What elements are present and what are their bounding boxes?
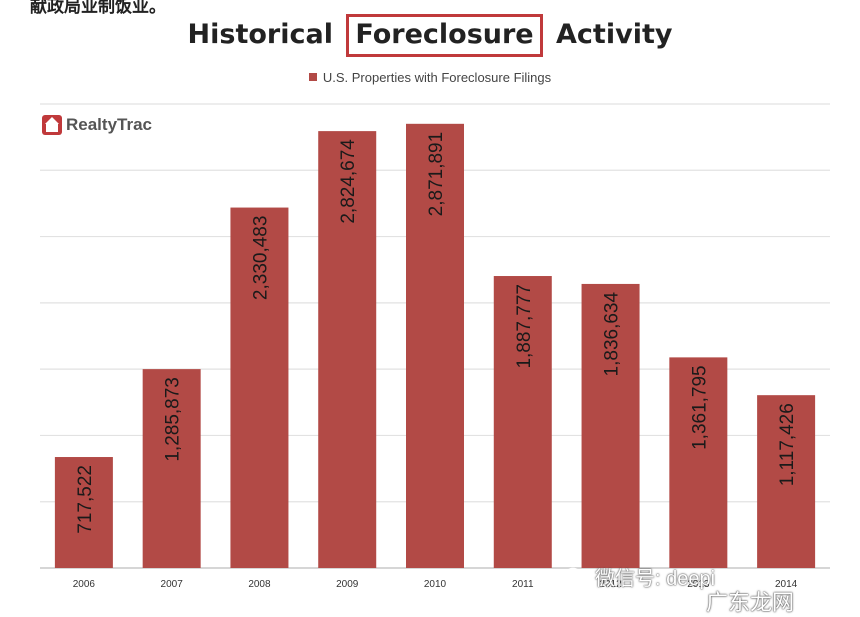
bars: 717,522 1,285,873 2,330,483 2,824,674 2,871,… [54, 123, 816, 569]
chart-title: Historical Foreclosure Activity [0, 14, 860, 57]
house-icon [42, 115, 62, 135]
watermark-text: 微信号: deepi [595, 568, 716, 590]
bar-2012 [581, 283, 640, 568]
data-label-2014: 1,117,426 [777, 403, 798, 486]
cropped-header-text: 献政局业制饭业。 [30, 0, 166, 17]
bar-2008 [230, 207, 289, 569]
x-tick-2014: 2014 [775, 579, 798, 590]
realtytrac-logo: RealtyTrac [42, 115, 152, 135]
title-part-foreclosure-highlighted: Foreclosure [346, 14, 543, 57]
bar-2014 [757, 395, 816, 568]
x-tick-2008: 2008 [248, 579, 271, 590]
x-tick-2012: 2012 [599, 579, 622, 590]
x-axis: 2006 2007 2008 2009 2010 2011 2012 2013 2014 [73, 579, 798, 590]
bar-2006 [54, 457, 113, 568]
bar-2009 [318, 131, 377, 569]
title-part-activity: Activity [556, 19, 673, 50]
legend-swatch [308, 73, 317, 81]
data-label-2008: 2,330,483 [250, 216, 271, 301]
x-tick-2007: 2007 [161, 579, 184, 590]
data-label-2006: 717,522 [75, 465, 96, 534]
x-tick-2006: 2006 [73, 579, 96, 590]
data-label-2009: 2,824,674 [338, 139, 359, 224]
bar-2011 [493, 276, 552, 568]
data-label-2007: 1,285,873 [163, 377, 184, 462]
x-tick-2011: 2011 [512, 579, 534, 590]
bar-2013 [669, 357, 728, 568]
data-label-2011: 1,887,777 [514, 284, 535, 369]
data-label-2010: 2,871,891 [426, 132, 447, 217]
chart-legend: U.S. Properties with Foreclosure Filings [0, 70, 860, 85]
data-label-2012: 1,836,634 [602, 292, 623, 377]
x-tick-2010: 2010 [424, 579, 447, 590]
x-tick-2013: 2013 [687, 579, 710, 590]
bar-2007 [142, 369, 201, 568]
bar-2010 [406, 123, 464, 568]
wechat-watermark: 微信号: deepi [563, 562, 715, 591]
title-part-historical: Historical [187, 19, 333, 50]
x-tick-2009: 2009 [336, 579, 359, 590]
legend-label: U.S. Properties with Foreclosure Filings [322, 70, 552, 85]
watermark-brand: 广东龙网 [706, 590, 795, 615]
data-label-2013: 1,361,795 [689, 365, 710, 450]
logo-text: RealtyTrac [66, 115, 152, 134]
wechat-icon [563, 567, 589, 586]
